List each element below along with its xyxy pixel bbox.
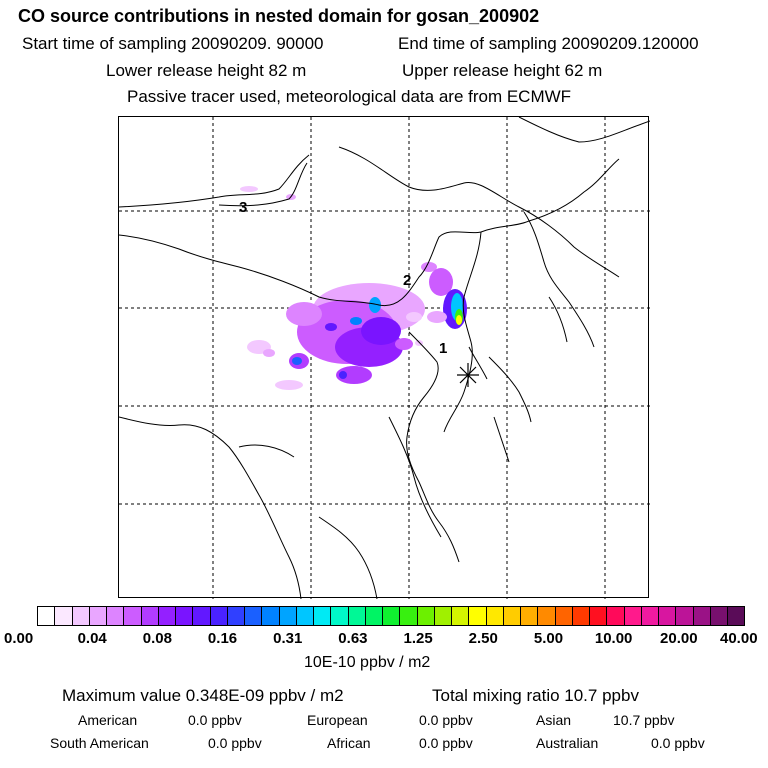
region-american-label: American <box>78 712 138 728</box>
region-label-1: 1 <box>439 340 447 357</box>
plume-blob <box>369 297 381 313</box>
colorbar-tick-label: 0.16 <box>207 630 238 647</box>
region-australian-label: Australian <box>536 735 599 751</box>
plume-blob <box>292 357 302 365</box>
plume-blob <box>263 349 275 357</box>
colorbar-swatch <box>176 607 194 625</box>
region-asian-label: Asian <box>536 712 572 728</box>
colorbar-swatch <box>555 607 573 625</box>
coastlines <box>119 117 650 599</box>
colorbar-swatch <box>193 607 211 625</box>
plume-blob <box>286 302 322 326</box>
max-value: Maximum value 0.348E-09 ppbv / m2 <box>62 686 344 705</box>
colorbar-tick-label: 40.00 <box>720 630 758 647</box>
colorbar-swatch <box>55 607 73 625</box>
total-mixing-ratio: Total mixing ratio 10.7 ppbv <box>432 686 639 705</box>
colorbar-swatch <box>728 607 745 625</box>
map-panel: 3 2 1 <box>118 116 650 599</box>
colorbar-swatch <box>486 607 504 625</box>
region-south-american-value: 0.0 ppbv <box>208 735 262 751</box>
lower-release-height: Lower release height 82 m <box>106 61 307 80</box>
colorbar-swatch <box>227 607 245 625</box>
colorbar-swatch <box>365 607 383 625</box>
colorbar-tick-label: 0.00 <box>4 630 34 647</box>
colorbar-tick-label: 20.00 <box>660 630 698 647</box>
plume-blob <box>240 186 258 192</box>
colorbar-swatch <box>89 607 107 625</box>
colorbar-swatch <box>417 607 435 625</box>
colorbar-tick-label: 5.00 <box>533 630 564 647</box>
end-time: End time of sampling 20090209.120000 <box>398 34 699 53</box>
start-time: Start time of sampling 20090209. 90000 <box>22 34 324 53</box>
colorbar <box>37 606 745 626</box>
colorbar-swatch <box>503 607 521 625</box>
colorbar-swatch <box>124 607 142 625</box>
asterisk-icon <box>457 363 479 387</box>
colorbar-swatch <box>452 607 470 625</box>
colorbar-swatch <box>141 607 159 625</box>
colorbar-swatch <box>693 607 711 625</box>
upper-release-height: Upper release height 62 m <box>402 61 603 80</box>
region-african-label: African <box>327 735 371 751</box>
map-title: CO source contributions in nested domain… <box>18 6 540 26</box>
region-european-label: European <box>307 712 368 728</box>
colorbar-swatch <box>331 607 349 625</box>
plume-blob <box>325 323 337 331</box>
colorbar-swatch <box>279 607 297 625</box>
plume-blob <box>339 371 347 379</box>
plume-blob <box>429 268 453 296</box>
colorbar-swatch <box>676 607 694 625</box>
colorbar-tick-label: 1.25 <box>403 630 433 647</box>
colorbar-tick-label: 0.08 <box>142 630 172 647</box>
tracer-info: Passive tracer used, meteorological data… <box>127 87 572 106</box>
plume-blob <box>456 315 462 325</box>
plume-blob <box>395 338 413 350</box>
colorbar-swatch <box>72 607 90 625</box>
region-south-american-label: South American <box>50 735 149 751</box>
colorbar-swatch <box>710 607 728 625</box>
colorbar-tick-label: 2.50 <box>468 630 498 647</box>
colorbar-tick-label: 10.00 <box>594 630 633 647</box>
colorbar-swatch <box>434 607 452 625</box>
colorbar-tick-label: 0.04 <box>77 630 107 647</box>
colorbar-swatch <box>245 607 263 625</box>
colorbar-swatch <box>624 607 642 625</box>
colorbar-swatch <box>659 607 677 625</box>
region-label-2: 2 <box>403 272 411 289</box>
colorbar-swatch <box>38 607 56 625</box>
colorbar-swatch <box>607 607 625 625</box>
colorbar-tick-label: 0.63 <box>338 630 368 647</box>
colorbar-swatch <box>296 607 314 625</box>
colorbar-swatch <box>210 607 228 625</box>
colorbar-swatch <box>400 607 418 625</box>
plume-blob <box>350 317 362 325</box>
plume-blob <box>427 311 447 323</box>
colorbar-swatch <box>158 607 176 625</box>
region-australian-value: 0.0 ppbv <box>651 735 705 751</box>
plume-blob <box>406 312 422 322</box>
region-american-value: 0.0 ppbv <box>188 712 242 728</box>
region-african-value: 0.0 ppbv <box>419 735 473 751</box>
colorbar-swatch <box>314 607 332 625</box>
colorbar-swatch <box>469 607 487 625</box>
colorbar-swatch <box>641 607 659 625</box>
colorbar-swatch <box>107 607 125 625</box>
colorbar-swatch <box>348 607 366 625</box>
region-european-value: 0.0 ppbv <box>419 712 473 728</box>
region-label-3: 3 <box>239 199 247 216</box>
concentration-field <box>240 186 467 390</box>
map-canvas: 3 2 1 <box>119 117 650 599</box>
colorbar-swatch <box>572 607 590 625</box>
colorbar-swatch <box>262 607 280 625</box>
plume-blob <box>275 380 303 390</box>
colorbar-swatch <box>538 607 556 625</box>
colorbar-tick-label: 0.31 <box>273 630 303 647</box>
colorbar-swatch <box>383 607 401 625</box>
plume-blob <box>361 317 401 345</box>
colorbar-swatch <box>521 607 539 625</box>
colorbar-swatch <box>590 607 608 625</box>
colorbar-units: 10E-10 ppbv / m2 <box>304 654 431 671</box>
plume-blob <box>336 366 372 384</box>
region-asian-value: 10.7 ppbv <box>613 712 675 728</box>
